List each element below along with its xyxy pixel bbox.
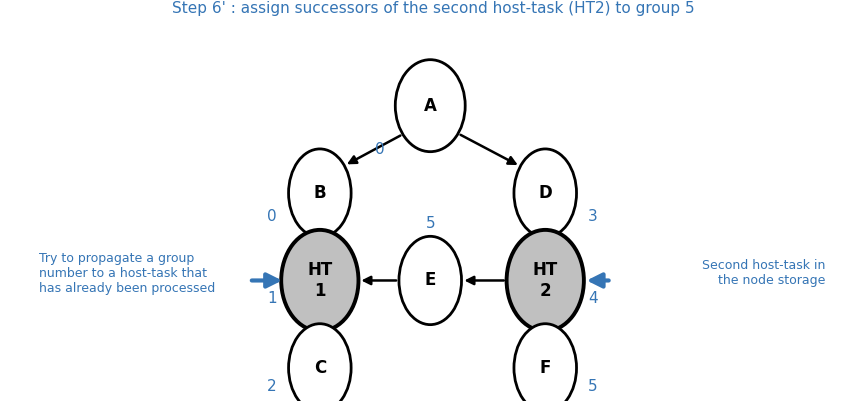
Ellipse shape xyxy=(507,230,584,331)
Ellipse shape xyxy=(399,236,462,325)
Text: C: C xyxy=(313,359,326,377)
Text: 3: 3 xyxy=(588,209,598,224)
Text: 2: 2 xyxy=(268,379,277,394)
Text: Try to propagate a group
number to a host-task that
has already been processed: Try to propagate a group number to a hos… xyxy=(39,251,216,295)
Ellipse shape xyxy=(395,60,465,152)
Ellipse shape xyxy=(288,149,351,237)
Text: E: E xyxy=(424,271,436,290)
Text: 0: 0 xyxy=(268,209,277,224)
Text: F: F xyxy=(540,359,551,377)
Text: B: B xyxy=(313,184,326,202)
Text: D: D xyxy=(539,184,553,202)
Text: 1: 1 xyxy=(268,292,277,306)
Text: HT
2: HT 2 xyxy=(533,261,558,300)
Ellipse shape xyxy=(288,324,351,401)
Ellipse shape xyxy=(514,149,577,237)
Ellipse shape xyxy=(514,324,577,401)
Text: Step 6' : assign successors of the second host-task (HT2) to group 5: Step 6' : assign successors of the secon… xyxy=(171,0,695,16)
Text: HT
1: HT 1 xyxy=(307,261,333,300)
Text: 0: 0 xyxy=(375,142,385,157)
Text: A: A xyxy=(423,97,436,115)
Text: 4: 4 xyxy=(588,292,598,306)
Text: Second host-task in
the node storage: Second host-task in the node storage xyxy=(702,259,826,287)
Ellipse shape xyxy=(281,230,359,331)
Text: 5: 5 xyxy=(588,379,598,394)
Text: 5: 5 xyxy=(425,216,435,231)
